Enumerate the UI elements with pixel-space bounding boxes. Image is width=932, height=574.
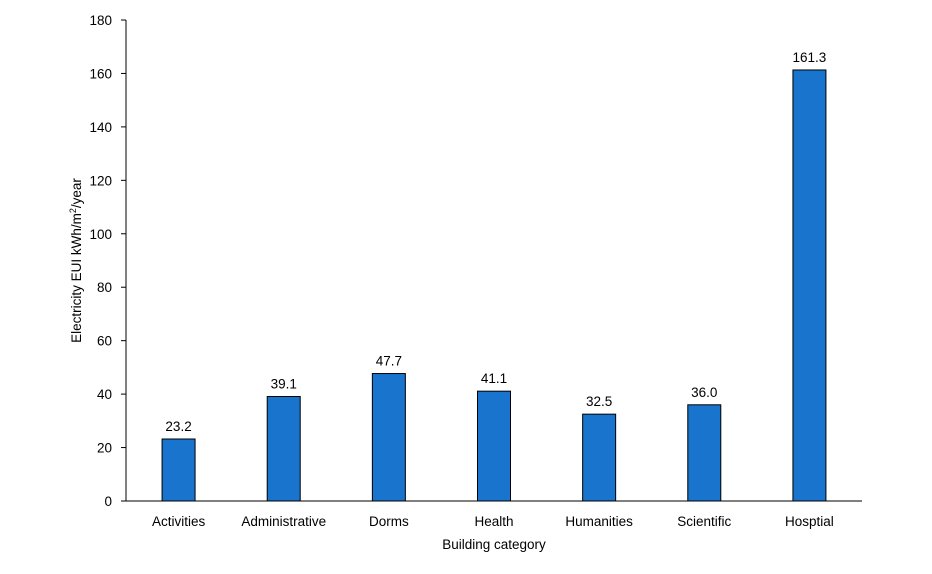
bar	[477, 390, 511, 502]
y-tick-label: 120	[89, 173, 112, 188]
data-label: 161.3	[793, 50, 827, 65]
bar	[371, 373, 406, 502]
y-axis: 0 20 40 60 80 100 120 140 160 180	[89, 13, 127, 509]
bars	[161, 69, 827, 502]
y-tick-label: 60	[97, 334, 112, 349]
y-tick-label: 100	[89, 227, 112, 242]
data-label: 23.2	[165, 419, 191, 434]
y-tick-label: 40	[97, 387, 112, 402]
data-label: 41.1	[481, 371, 507, 386]
y-tick-label: 0	[104, 494, 112, 509]
y-tick-label: 20	[97, 441, 112, 456]
x-tick-label: Hosptial	[785, 514, 834, 529]
x-tick-label: Dorms	[369, 514, 409, 529]
x-axis-title: Building category	[442, 537, 546, 552]
bar	[687, 404, 722, 502]
y-axis-title-superscript: 2	[68, 208, 78, 213]
data-label: 32.5	[586, 394, 612, 409]
y-axis-title: Electricity EUI kWh/m2/year	[68, 178, 84, 343]
data-label: 39.1	[271, 377, 297, 392]
y-tick-label: 140	[89, 120, 112, 135]
y-tick-label: 180	[89, 13, 112, 28]
data-label: 36.0	[691, 385, 717, 400]
x-tick-label: Health	[474, 514, 513, 529]
y-tick-label: 80	[97, 280, 112, 295]
y-tick-label: 160	[89, 66, 112, 81]
y-axis-title-main: Electricity EUI kWh/m	[69, 213, 84, 343]
x-axis: Activities Administrative Dorms Health Human…	[126, 500, 862, 529]
bar	[266, 396, 301, 502]
x-tick-label: Administrative	[241, 514, 326, 529]
bar	[792, 69, 827, 502]
bar	[582, 413, 617, 502]
x-tick-label: Activities	[152, 514, 206, 529]
x-tick-label: Scientific	[677, 514, 731, 529]
data-label: 47.7	[376, 354, 402, 369]
bar	[161, 438, 196, 502]
x-tick-label: Humanities	[565, 514, 633, 529]
y-axis-title-tail: /year	[69, 178, 84, 209]
data-labels: 23.2 39.1 47.7 41.1 32.5 36.0 161.3	[165, 50, 826, 434]
